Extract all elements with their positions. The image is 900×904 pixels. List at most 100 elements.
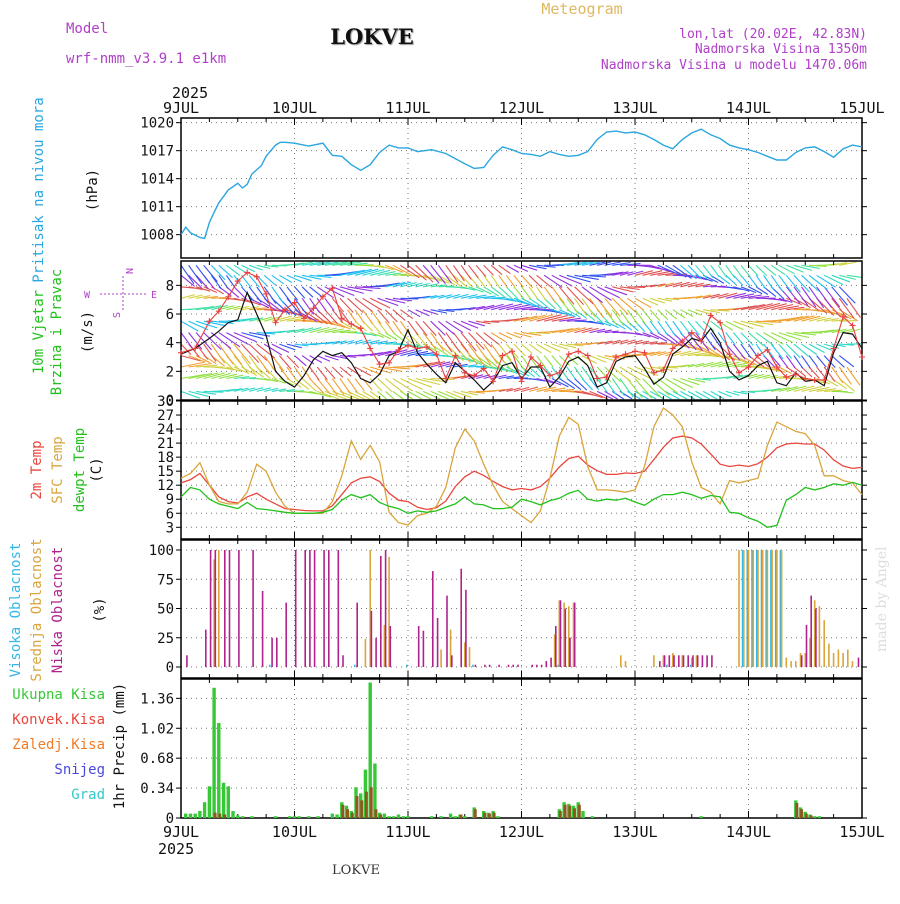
compass-s: S — [112, 312, 123, 318]
legend-snow: Snijeg — [54, 762, 105, 778]
total-precip-bar — [335, 815, 338, 819]
convective-precip-bar — [559, 811, 562, 818]
total-precip-bar — [250, 816, 253, 818]
total-precip-bar — [288, 816, 291, 818]
convective-precip-bar — [223, 815, 226, 819]
total-precip-bar — [331, 814, 334, 818]
total-precip-bar — [231, 811, 234, 818]
bottom-date-label: 13JUL — [612, 823, 657, 841]
total-precip-bar — [298, 816, 301, 818]
precip-ylabel: 1hr Precip (mm) — [112, 683, 128, 809]
wind-side-label-1: 10m Vjetar — [31, 290, 47, 374]
convective-precip-bar — [379, 815, 382, 819]
total-precip-bar — [700, 816, 703, 818]
compass-n: N — [123, 268, 134, 274]
cloud-ytick-label: 25 — [157, 631, 174, 647]
temp-ytick-label: 15 — [157, 464, 174, 480]
total-precip-bar — [397, 815, 400, 819]
cloud-side-label-3: Niska Oblacnost — [50, 547, 66, 673]
wind-ytick-label: 6 — [166, 307, 174, 323]
wind-side-label-2: Brzina i Pravac — [49, 269, 65, 395]
convective-precip-bar — [578, 805, 581, 818]
wind-ytick-label: 2 — [166, 364, 174, 380]
bottom-date-label: 10JUL — [272, 823, 317, 841]
convective-precip-bar — [474, 809, 477, 818]
temp-ylabel: (C) — [89, 457, 105, 482]
precip-ytick-label: 0 — [166, 811, 174, 827]
total-precip-bar — [439, 816, 442, 818]
bottom-date-label: 11JUL — [385, 823, 430, 841]
cloud-ylabel: (%) — [92, 597, 108, 622]
meteogram-title: Meteogram — [541, 0, 622, 18]
total-precip-bar — [198, 811, 201, 818]
wind-ytick-label: 8 — [166, 278, 174, 294]
year-bottom: 2025 — [158, 840, 194, 858]
total-precip-bar — [496, 816, 499, 818]
legend-convective-rain: Konvek.Kisa — [12, 712, 105, 728]
pressure-ytick-label: 1008 — [140, 228, 174, 244]
total-precip-bar — [227, 786, 230, 818]
pressure-ytick-label: 1014 — [140, 172, 174, 188]
total-precip-bar — [217, 723, 220, 818]
convective-precip-bar — [370, 787, 373, 818]
total-precip-bar — [184, 814, 187, 818]
wind-ylabel: (m/s) — [80, 311, 96, 353]
total-precip-bar — [392, 816, 395, 818]
temp-ytick-label: 3 — [166, 520, 174, 536]
cloud-ytick-label: 100 — [149, 543, 174, 559]
total-precip-bar — [189, 814, 192, 818]
total-precip-bar — [212, 688, 215, 818]
watermark: made by Angel — [874, 546, 890, 652]
convective-precip-bar — [493, 813, 496, 818]
legend-hail: Grad — [71, 787, 105, 803]
convective-precip-bar — [346, 809, 349, 818]
location-title: LOKVE — [330, 24, 414, 49]
convective-precip-bar — [805, 814, 808, 818]
model-name: wrf-nmm_v3.9.1 e1km — [66, 51, 226, 67]
convective-precip-bar — [374, 809, 377, 818]
total-precip-bar — [203, 802, 206, 818]
total-precip-bar — [430, 816, 433, 818]
legend-frozen-rain: Zaledj.Kisa — [12, 737, 105, 753]
convective-precip-bar — [795, 803, 798, 818]
temp-ytick-label: 12 — [157, 478, 174, 494]
total-precip-bar — [449, 814, 452, 818]
cloud-side-label-1: Visoka Oblacnost — [8, 543, 24, 678]
total-precip-bar — [274, 816, 277, 818]
total-precip-bar — [307, 816, 310, 818]
top-date-label: 12JUL — [499, 99, 544, 117]
temp-ytick-label: 9 — [166, 492, 174, 508]
convective-precip-bar — [356, 796, 359, 818]
temp-ytick-label: 6 — [166, 506, 174, 522]
convective-precip-bar — [810, 815, 813, 818]
convective-precip-bar — [483, 813, 486, 818]
pressure-ytick-label: 1011 — [140, 200, 174, 216]
temp-side-label-3: dewpt Temp — [72, 428, 88, 512]
temp-ytick-label: 24 — [157, 422, 174, 438]
compass-w: W — [84, 290, 91, 301]
temp-ytick-label: 27 — [157, 408, 174, 424]
total-precip-bar — [293, 816, 296, 818]
top-date-label: 15JUL — [839, 99, 884, 117]
convective-precip-bar — [460, 815, 463, 819]
total-precip-bar — [194, 814, 197, 818]
cloud-ytick-label: 0 — [166, 660, 174, 676]
total-precip-bar — [316, 816, 319, 818]
convective-precip-bar — [351, 813, 354, 818]
top-date-label: 9JUL — [163, 99, 199, 117]
total-precip-bar — [402, 816, 405, 818]
total-precip-bar — [208, 786, 211, 818]
cloud-ytick-label: 50 — [157, 602, 174, 618]
elevation-model-label: Nadmorska Visina u modelu 1470.06m — [601, 58, 867, 73]
model-label: Model — [66, 21, 108, 37]
pressure-ytick-label: 1020 — [140, 116, 174, 132]
wind-ytick-label: 4 — [166, 336, 174, 352]
